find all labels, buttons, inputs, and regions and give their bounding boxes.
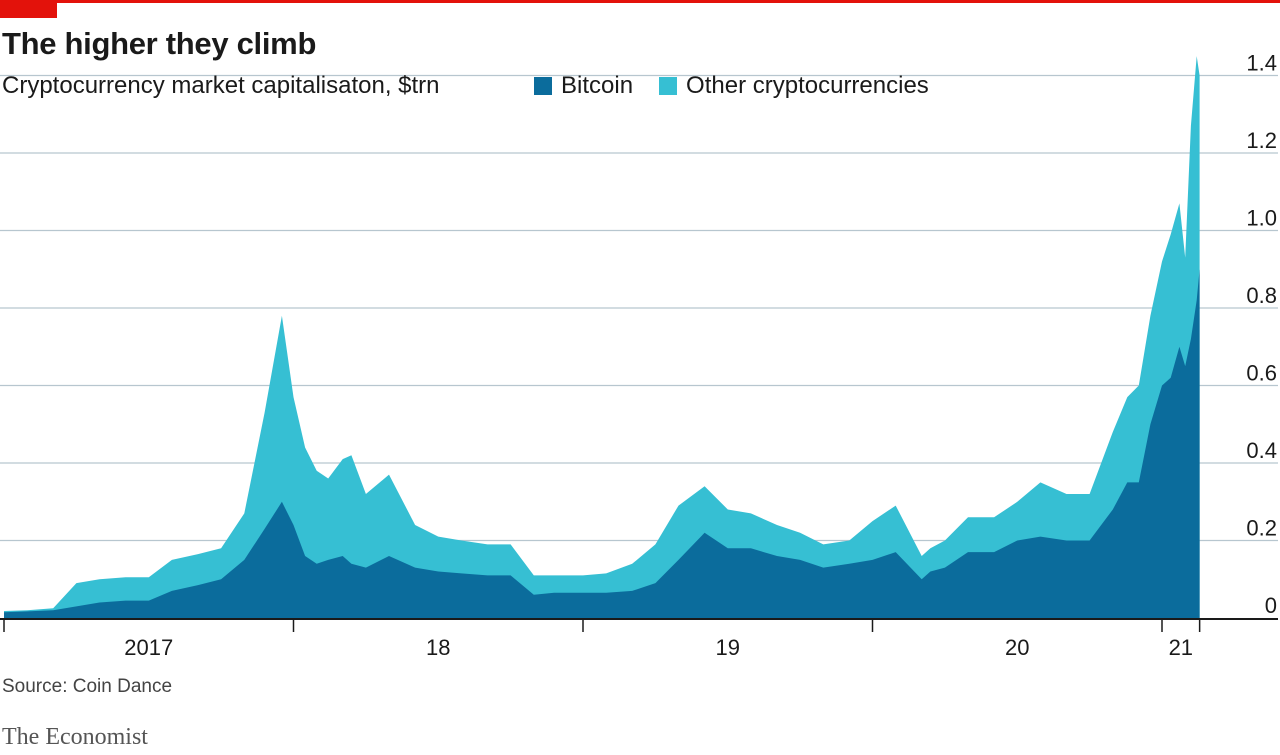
y-tick-label-1.2: 1.2: [1246, 128, 1277, 153]
x-tick-label-18: 18: [426, 635, 450, 660]
source-note: Source: Coin Dance: [2, 676, 173, 697]
series-area-bitcoin: [4, 269, 1200, 618]
y-tick-label-0.8: 0.8: [1246, 283, 1277, 308]
accent-tab: [0, 0, 57, 18]
y-tick-label-0.6: 0.6: [1246, 361, 1277, 386]
x-tick-label-19: 19: [716, 635, 740, 660]
x-tick-label-2017: 2017: [124, 635, 173, 660]
legend-swatch-other: [659, 77, 678, 95]
x-tick-label-20: 20: [1005, 635, 1029, 660]
legend-label-bitcoin: Bitcoin: [561, 72, 634, 99]
chart-subtitle: Cryptocurrency market capitalisaton, $tr…: [2, 72, 440, 99]
chart-title: The higher they climb: [2, 26, 317, 61]
legend-item-bitcoin: Bitcoin: [534, 72, 633, 100]
y-tick-label-0.4: 0.4: [1246, 438, 1277, 463]
top-rule: [0, 0, 1280, 3]
y-tick-label-1.4: 1.4: [1246, 51, 1277, 76]
y-tick-label-0: 0: [1265, 593, 1277, 618]
legend-item-other: Other cryptocurrencies: [659, 72, 929, 100]
legend-label-other: Other cryptocurrencies: [686, 72, 929, 99]
legend: Bitcoin Other cryptocurrencies: [534, 72, 955, 100]
publisher-logo: The Economist: [2, 724, 148, 750]
legend-swatch-bitcoin: [534, 77, 552, 95]
x-tick-label-21: 21: [1169, 635, 1193, 660]
y-tick-label-1.0: 1.0: [1246, 206, 1277, 231]
series-area-other-cryptocurrencies: [4, 56, 1200, 619]
y-tick-label-0.2: 0.2: [1246, 516, 1277, 541]
